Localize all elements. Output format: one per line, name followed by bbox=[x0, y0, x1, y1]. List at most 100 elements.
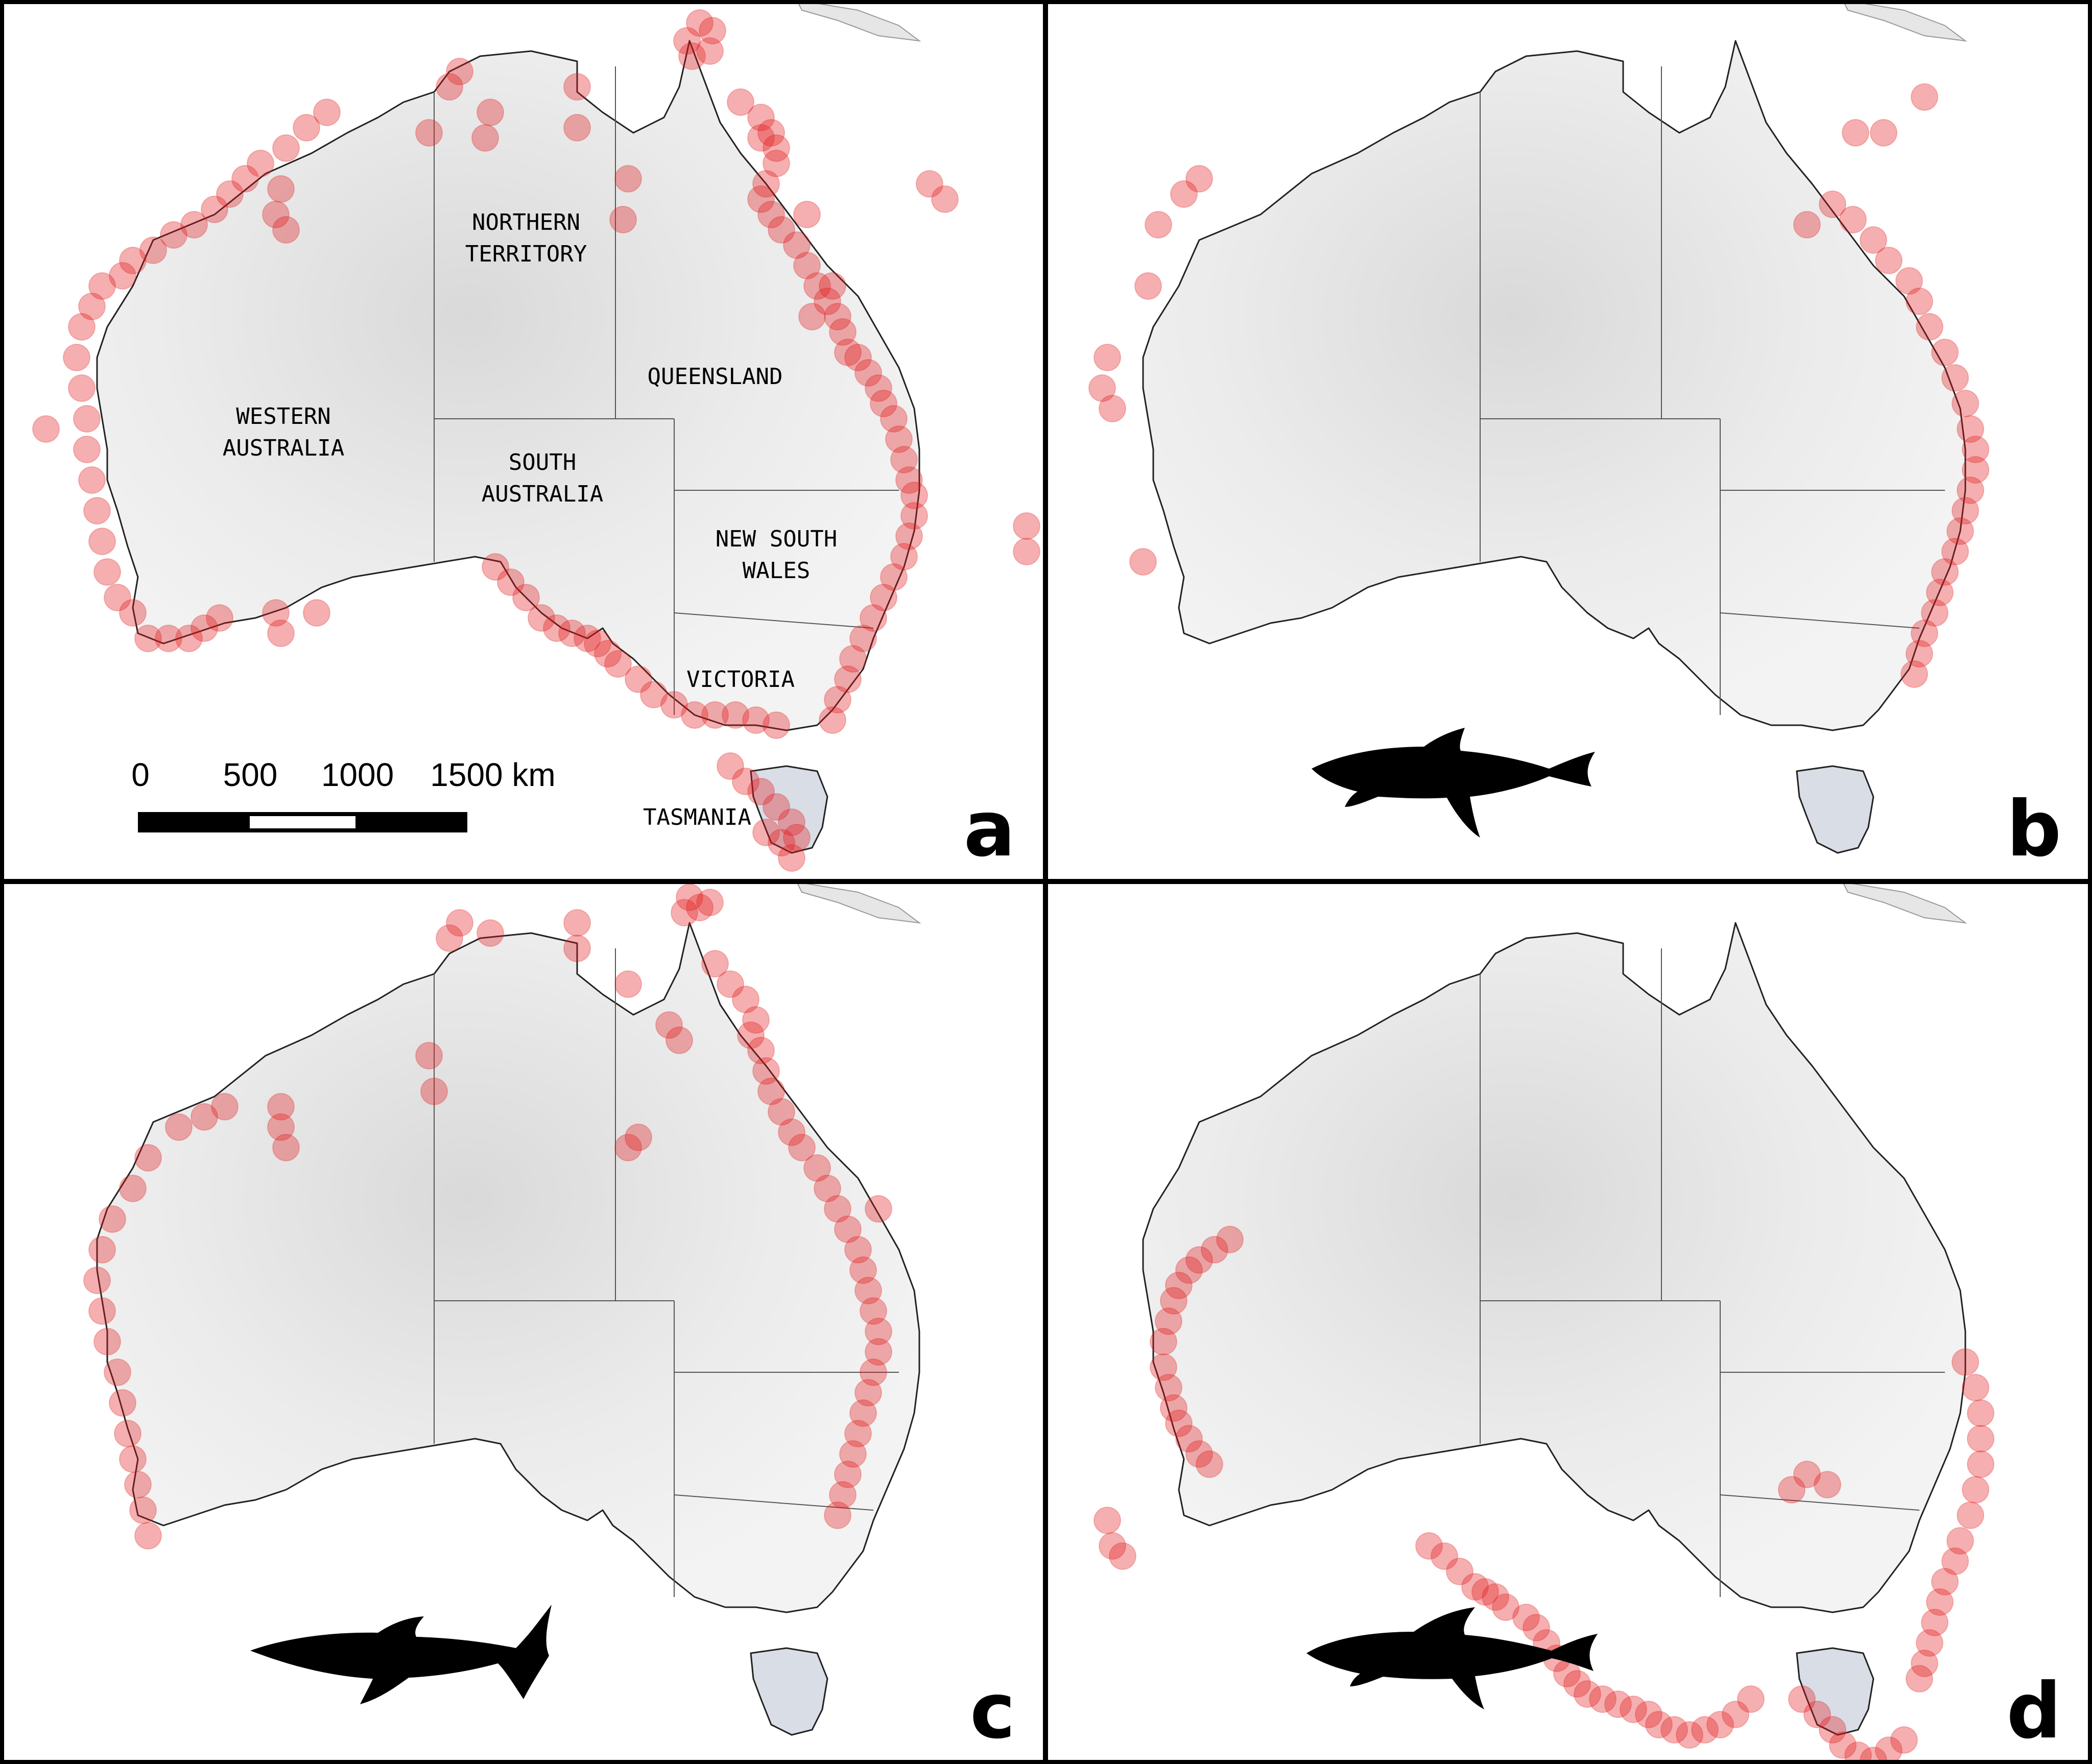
occurrence-dot bbox=[1160, 1287, 1187, 1315]
occurrence-dot bbox=[1185, 165, 1213, 193]
occurrence-dot bbox=[1185, 1246, 1213, 1274]
occurrence-dot bbox=[640, 681, 668, 708]
tasmania-landmass bbox=[1796, 765, 1874, 854]
occurrence-dot bbox=[717, 752, 744, 780]
occurrence-dot bbox=[783, 824, 811, 851]
occurrence-dot bbox=[839, 645, 867, 673]
occurrence-dot bbox=[681, 701, 708, 729]
panel-letter: b bbox=[2006, 785, 2061, 874]
occurrence-dot bbox=[420, 1078, 448, 1105]
tasmania-landmass bbox=[1796, 1647, 1874, 1736]
occurrence-dot bbox=[757, 119, 785, 147]
occurrence-dot bbox=[768, 829, 795, 856]
occurrence-dot bbox=[604, 650, 632, 678]
occurrence-dot bbox=[854, 359, 882, 387]
occurrence-dot bbox=[1952, 1348, 1979, 1376]
scale-bar bbox=[138, 812, 467, 832]
occurrence-dot bbox=[83, 1267, 111, 1294]
occurrence-dot bbox=[175, 625, 203, 652]
occurrence-dot bbox=[854, 1277, 882, 1304]
occurrence-dot bbox=[1946, 1527, 1974, 1555]
occurrence-dot bbox=[134, 625, 162, 652]
state-borders bbox=[434, 948, 899, 1597]
occurrence-dot bbox=[109, 262, 136, 290]
occurrence-dot bbox=[303, 599, 330, 627]
occurrence-dot bbox=[900, 502, 928, 530]
panel-letter: c bbox=[970, 1667, 1015, 1756]
occurrence-dot bbox=[1916, 1629, 1943, 1657]
occurrence-dot bbox=[114, 1420, 141, 1447]
state-borders bbox=[1480, 948, 1945, 1597]
occurrence-dot bbox=[1952, 497, 1979, 525]
occurrence-dot bbox=[1793, 211, 1821, 239]
occurrence-dot bbox=[819, 272, 846, 300]
scale-bar-tick-label: 0 bbox=[131, 756, 150, 793]
occurrence-dot bbox=[849, 625, 877, 652]
occurrence-dot bbox=[206, 604, 233, 632]
occurrence-dot bbox=[742, 706, 770, 734]
occurrence-dot bbox=[155, 625, 182, 652]
occurrence-dot bbox=[860, 1358, 887, 1386]
map-b bbox=[1088, 0, 1989, 854]
occurrence-dot bbox=[563, 73, 591, 101]
tasmania-landmass bbox=[750, 765, 828, 854]
occurrence-dot bbox=[1129, 548, 1157, 576]
occurrence-dot bbox=[890, 446, 918, 473]
map-d bbox=[1093, 882, 1994, 1764]
occurrence-dot bbox=[824, 1501, 851, 1529]
occurrence-dot bbox=[267, 175, 295, 203]
occurrence-dot bbox=[839, 1440, 867, 1468]
panel-d: d bbox=[1046, 882, 2092, 1764]
occurrence-dot bbox=[860, 1297, 887, 1325]
state-label-vic: VICTORIA bbox=[686, 666, 795, 693]
occurrence-dot bbox=[1906, 1665, 1933, 1693]
scale-bar-segment bbox=[250, 816, 355, 828]
occurrence-dot bbox=[1175, 1425, 1203, 1452]
occurrence-dot bbox=[63, 344, 90, 371]
occurrence-dot bbox=[247, 150, 274, 177]
occurrence-dot bbox=[660, 691, 688, 719]
occurrence-dot bbox=[446, 58, 473, 85]
occurrence-dot bbox=[313, 99, 341, 126]
occurrence-dot bbox=[543, 614, 570, 642]
state-label-sa: SOUTH AUSTRALIA bbox=[481, 449, 604, 507]
occurrence-dot bbox=[594, 640, 622, 668]
occurrence-dot bbox=[1875, 247, 1903, 274]
occurrence-dots bbox=[83, 884, 892, 1550]
occurrence-dot bbox=[1946, 517, 1974, 545]
state-label-nt: NORTHERN TERRITORY bbox=[465, 209, 587, 267]
occurrence-dot bbox=[1512, 1604, 1540, 1631]
occurrence-dot bbox=[1842, 119, 1869, 147]
panel-c: c bbox=[0, 882, 1046, 1764]
occurrence-dot bbox=[104, 584, 131, 611]
occurrence-dot bbox=[1911, 1650, 1938, 1677]
occurrence-dot bbox=[1109, 1542, 1136, 1570]
occurrence-dots bbox=[32, 9, 1040, 872]
state-label-qld: QUEENSLAND bbox=[647, 364, 783, 390]
occurrence-dot bbox=[803, 272, 831, 300]
occurrence-dot bbox=[757, 201, 785, 228]
occurrence-dot bbox=[1471, 1578, 1499, 1606]
occurrence-dot bbox=[768, 216, 795, 244]
occurrence-dot bbox=[1155, 1307, 1182, 1335]
occurrence-dot bbox=[160, 221, 187, 249]
occurrence-dot bbox=[1967, 1399, 1994, 1427]
occurrence-dot bbox=[1604, 1690, 1632, 1718]
occurrence-dot bbox=[482, 553, 509, 581]
occurrence-dot bbox=[1620, 1696, 1647, 1723]
occurrence-dot bbox=[1706, 1711, 1734, 1738]
occurrence-dot bbox=[1415, 1532, 1443, 1560]
occurrence-dot bbox=[1482, 1583, 1509, 1611]
occurrence-dot bbox=[655, 1011, 683, 1039]
australia-landmass bbox=[1142, 40, 1966, 731]
occurrence-dot bbox=[1099, 395, 1126, 422]
occurrence-dot bbox=[1962, 436, 1989, 463]
occurrence-dot bbox=[1926, 579, 1954, 606]
occurrence-dot bbox=[763, 150, 790, 177]
panel-letter: d bbox=[2006, 1667, 2061, 1756]
occurrence-dot bbox=[134, 1522, 162, 1550]
occurrence-dot bbox=[477, 99, 504, 126]
occurrence-dot bbox=[1645, 1711, 1673, 1738]
new-guinea-landmass bbox=[796, 882, 921, 924]
